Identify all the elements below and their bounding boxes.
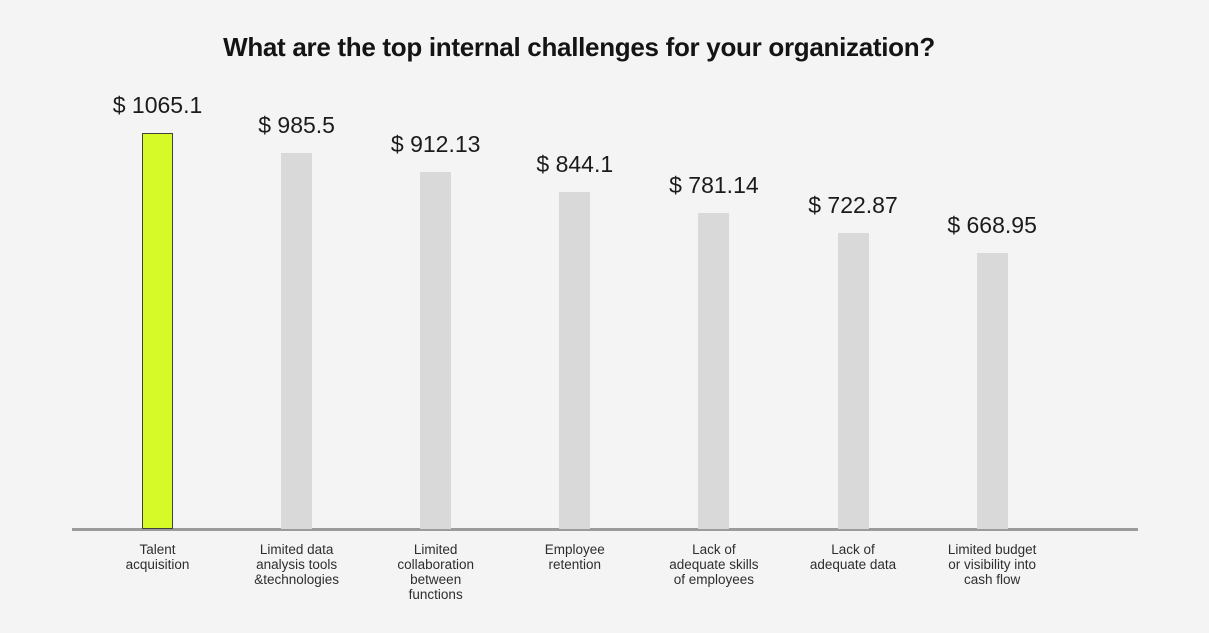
bar-limited-data-analysis-tools-technologies bbox=[281, 153, 313, 529]
bar-limited-budget-or-visibility-into-cash-flow bbox=[976, 253, 1008, 529]
category-label-limited-budget-or-visibility-into-cash-flow: Limited budget or visibility into cash f… bbox=[947, 542, 1037, 587]
bar-limited-collaboration-between-functions bbox=[420, 172, 452, 529]
category-label-talent-acquisition: Talent acquisition bbox=[125, 542, 190, 572]
value-label-limited-data-analysis-tools-technologies: $ 985.5 bbox=[258, 112, 335, 138]
category-label-limited-data-analysis-tools-technologies: Limited data analysis tools &technologie… bbox=[254, 542, 339, 587]
category-label-lack-of-adequate-data: Lack of adequate data bbox=[809, 542, 897, 572]
value-label-limited-budget-or-visibility-into-cash-flow: $ 668.95 bbox=[947, 212, 1037, 238]
chart-title: What are the top internal challenges for… bbox=[223, 32, 935, 62]
bar-talent-acquisition bbox=[142, 133, 173, 529]
value-label-limited-collaboration-between-functions: $ 912.13 bbox=[390, 131, 481, 157]
bar-employee-retention bbox=[559, 192, 591, 529]
x-axis-line bbox=[72, 528, 1138, 531]
value-label-talent-acquisition: $ 1065.1 bbox=[112, 92, 203, 118]
category-label-employee-retention: Employee retention bbox=[544, 542, 605, 572]
value-label-lack-of-adequate-skills-of-employees: $ 781.14 bbox=[669, 172, 759, 198]
bar-lack-of-adequate-skills-of-employees bbox=[698, 213, 730, 529]
value-label-employee-retention: $ 844.1 bbox=[536, 151, 614, 177]
category-label-lack-of-adequate-skills-of-employees: Lack of adequate skills of employees bbox=[669, 542, 759, 587]
bar-lack-of-adequate-data bbox=[837, 233, 869, 529]
category-label-limited-collaboration-between-functions: Limited collaboration between functions bbox=[397, 542, 474, 602]
value-label-lack-of-adequate-data: $ 722.87 bbox=[808, 192, 898, 218]
